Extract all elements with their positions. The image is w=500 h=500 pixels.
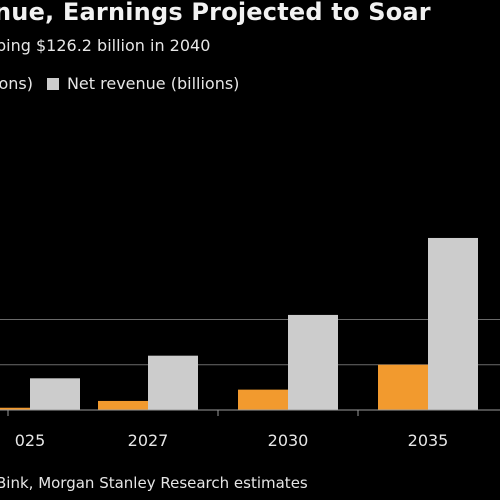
bar-earnings-2027 (98, 400, 148, 410)
chart-title: nue, Earnings Projected to Soar (0, 0, 431, 26)
legend-revenue-label: Net revenue (billions) (66, 74, 240, 93)
x-tick-label-2035: 2035 (408, 431, 449, 450)
bar-revenue-2027 (148, 355, 198, 410)
bar-revenue-2030 (288, 314, 338, 410)
x-tick-label-2025: 025 (15, 431, 46, 450)
legend-revenue-swatch (46, 77, 59, 90)
chart-legend: ions) Net revenue (billions) (0, 74, 239, 93)
bar-earnings-2025 (0, 407, 30, 410)
bar-revenue-2035 (428, 237, 478, 410)
bar-earnings-2035 (378, 364, 428, 410)
bar-earnings-2030 (238, 389, 288, 410)
chart-source: Bink, Morgan Stanley Research estimates (0, 474, 308, 492)
legend-earnings-label: ions) (0, 74, 33, 93)
x-tick-label-2027: 2027 (128, 431, 169, 450)
bar-revenue-2025 (30, 378, 80, 410)
x-tick-label-2030: 2030 (268, 431, 309, 450)
chart-subtitle: ping $126.2 billion in 2040 (0, 36, 211, 55)
